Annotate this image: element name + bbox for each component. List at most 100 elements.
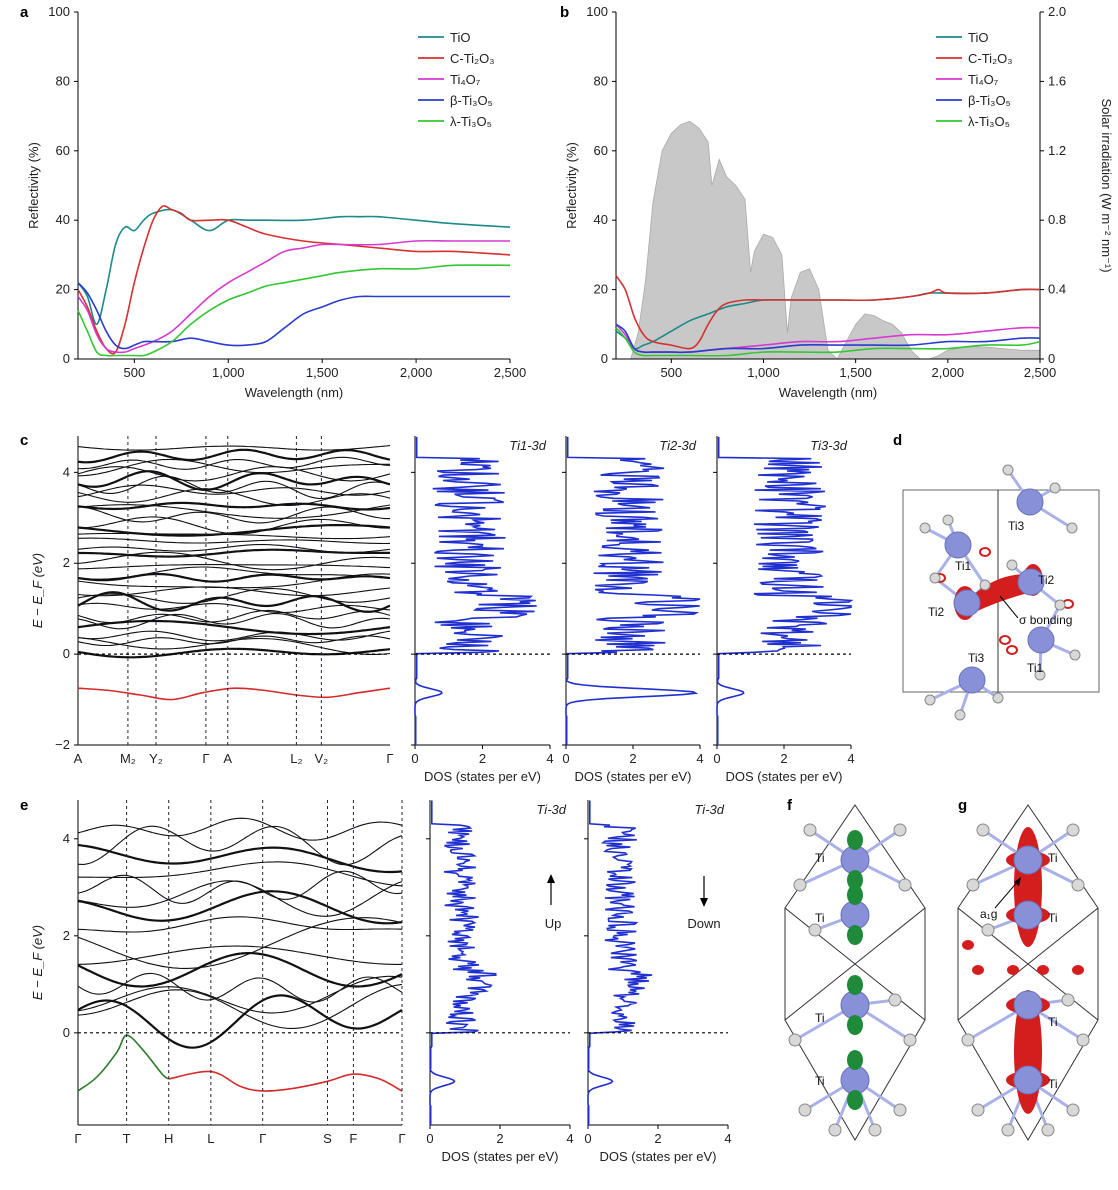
y-tick-label: 60 bbox=[594, 143, 608, 158]
dos-title: Ti2-3d bbox=[659, 438, 697, 453]
small-orbital-lobe bbox=[1006, 645, 1018, 655]
y2-tick-label: 2.0 bbox=[1048, 4, 1066, 19]
band-line bbox=[78, 647, 390, 659]
panel-label-e: e bbox=[20, 797, 28, 814]
band-line bbox=[78, 870, 402, 904]
band-line bbox=[78, 587, 390, 604]
o-atom bbox=[1061, 993, 1075, 1007]
k-point-label: A bbox=[223, 751, 232, 766]
ti-atom bbox=[1013, 990, 1043, 1020]
k-point-label: A bbox=[74, 751, 83, 766]
y-tick-label: 60 bbox=[56, 143, 70, 158]
atom-label: Ti bbox=[815, 1011, 825, 1025]
orbital-pointer bbox=[994, 879, 1020, 909]
band-line bbox=[78, 484, 390, 498]
panel-e-band-structure: Γ T H L Γ S F Γ 0 2 4 E − E_F (eV) bbox=[30, 800, 406, 1146]
panel-b-reflectivity-solar-chart: 500 1,000 1,500 2,000 2,50002040608010000.40… bbox=[564, 4, 1114, 400]
dos-x-tick-label: 0 bbox=[426, 1131, 433, 1146]
k-point-label: Γ bbox=[398, 1131, 405, 1146]
dos-curve bbox=[587, 800, 653, 1125]
dos-title: Ti-3d bbox=[694, 802, 724, 817]
valence-band-red bbox=[168, 1070, 402, 1092]
band-line bbox=[78, 983, 402, 1029]
ti-atom bbox=[1017, 568, 1045, 596]
x-tick-label: 1,000 bbox=[212, 365, 245, 380]
band-line bbox=[78, 817, 402, 841]
o-atom bbox=[1054, 599, 1066, 611]
band-line bbox=[78, 951, 402, 988]
band-line bbox=[78, 917, 402, 969]
band-line bbox=[78, 458, 390, 477]
y-tick-label: −2 bbox=[55, 737, 70, 752]
y2-tick-label: 1.6 bbox=[1048, 73, 1066, 88]
orbital-pointer-head bbox=[1014, 877, 1021, 886]
dos-x-axis-title: DOS (states per eV) bbox=[424, 769, 541, 784]
atom-label: Ti2 bbox=[1038, 573, 1055, 587]
y2-tick-label: 1.2 bbox=[1048, 143, 1066, 158]
orbital-lobe-top bbox=[847, 885, 863, 905]
dos-x-tick-label: 4 bbox=[546, 751, 553, 766]
dos-title: Ti-3d bbox=[536, 802, 566, 817]
dos-curve bbox=[716, 436, 854, 745]
x-tick-label: 1,000 bbox=[747, 365, 780, 380]
ti-atom bbox=[840, 900, 870, 930]
k-point-label: L₂ bbox=[290, 751, 302, 766]
y-tick-label: 2 bbox=[63, 555, 70, 570]
panel-c-dos-plots: 0 2 4 Ti1-3d DOS (states per eV) 0 2 4 Ti2-3d DOS… bbox=[411, 436, 855, 784]
y-axis-title: Reflectivity (%) bbox=[26, 142, 41, 229]
atom-label: Ti bbox=[815, 1074, 825, 1088]
panel-label-b: b bbox=[560, 4, 569, 21]
atom-label: Ti bbox=[1048, 1015, 1058, 1029]
dos-x-tick-label: 4 bbox=[566, 1131, 573, 1146]
series-line-Ti4O7 bbox=[77, 239, 510, 354]
k-point-label: T bbox=[123, 1131, 131, 1146]
dos-x-tick-label: 0 bbox=[411, 751, 418, 766]
x-tick-label: 1,500 bbox=[306, 365, 339, 380]
o-atom bbox=[971, 1103, 985, 1117]
dos-title: Ti3-3d bbox=[810, 438, 848, 453]
orbital-lobe-bottom bbox=[847, 925, 863, 945]
band-line bbox=[78, 523, 390, 537]
y-axis-title: E − E_F (eV) bbox=[30, 553, 45, 628]
x-tick-label: 2,000 bbox=[400, 365, 433, 380]
legend-label-Ti4O7: Ti₄O₇ bbox=[450, 72, 481, 87]
k-point-label: Γ bbox=[74, 1131, 81, 1146]
k-point-label: Y₂ bbox=[149, 751, 163, 766]
k-point-label: V₂ bbox=[315, 751, 329, 766]
band-line bbox=[78, 448, 390, 464]
orbital-lobe-top bbox=[847, 1050, 863, 1070]
o-atom bbox=[1006, 559, 1018, 571]
o-atom bbox=[1002, 464, 1014, 476]
dos-x-axis-title: DOS (states per eV) bbox=[441, 1149, 558, 1164]
band-line bbox=[78, 548, 390, 558]
k-point-label: S bbox=[323, 1131, 332, 1146]
legend-label-TiO: TiO bbox=[968, 30, 988, 45]
series-line-C-Ti2O3 bbox=[77, 205, 511, 355]
y2-tick-label: 0.8 bbox=[1048, 212, 1066, 227]
o-atom bbox=[893, 1103, 907, 1117]
band-line bbox=[78, 466, 390, 482]
y-tick-label: 4 bbox=[63, 831, 70, 846]
legend-label-C-Ti2O3: C-Ti₂O₃ bbox=[450, 51, 495, 66]
highlight-band bbox=[78, 687, 390, 701]
band-line bbox=[78, 586, 390, 597]
o-atom bbox=[798, 1103, 812, 1117]
x-axis-title: Wavelength (nm) bbox=[779, 385, 878, 400]
o-atom bbox=[979, 579, 991, 591]
x-tick-label: 2,500 bbox=[494, 365, 527, 380]
legend-label-C-Ti2O3: C-Ti₂O₃ bbox=[968, 51, 1013, 66]
legend-label-beta-Ti3O5: β-Ti₃O₅ bbox=[450, 93, 493, 108]
y-tick-label: 0 bbox=[63, 646, 70, 661]
o-atom bbox=[992, 692, 1004, 704]
o-atom bbox=[793, 878, 807, 892]
band-line bbox=[78, 861, 402, 887]
o-atom bbox=[1066, 522, 1078, 534]
atom-label: Ti bbox=[815, 851, 825, 865]
atom-label: Ti bbox=[1048, 1077, 1058, 1091]
band-line bbox=[78, 537, 390, 545]
sigma-bond-pointer bbox=[999, 595, 1019, 619]
o-atom bbox=[803, 823, 817, 837]
o-atom bbox=[1066, 823, 1080, 837]
band-line bbox=[78, 445, 390, 451]
